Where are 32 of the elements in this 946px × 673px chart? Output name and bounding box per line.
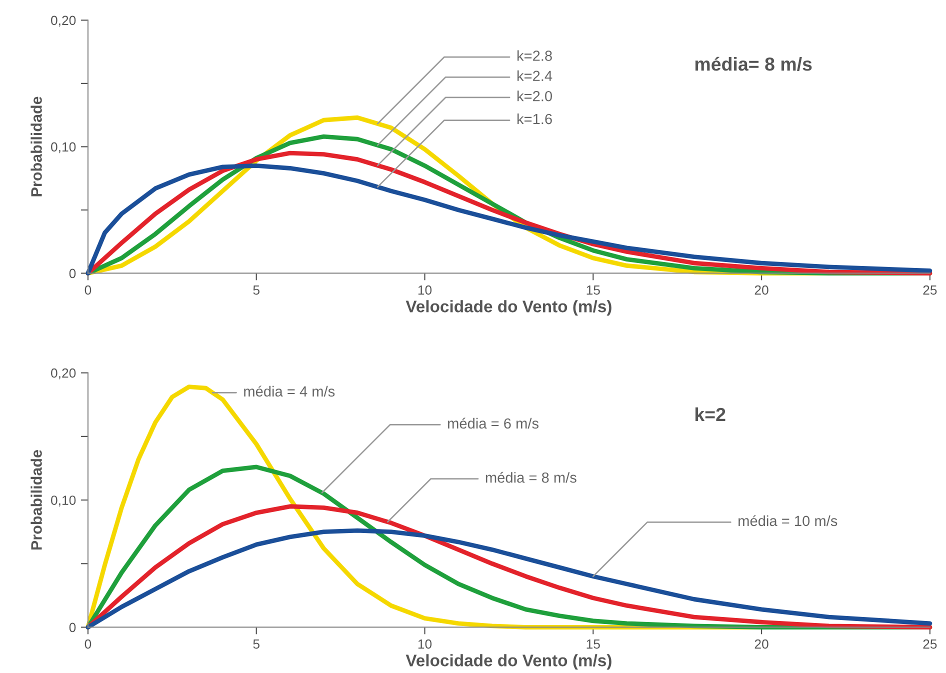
x-tick-label: 20: [754, 639, 768, 649]
y-tick-label: 0,20: [51, 16, 76, 27]
annotation: k=2: [695, 407, 726, 421]
x-tick-label: 5: [253, 640, 260, 649]
y-tick-label: 0: [69, 268, 76, 278]
x-tick-label: 10: [418, 639, 432, 649]
y-tick-label: 0: [69, 622, 76, 632]
y-tick-label: 0,10: [51, 496, 76, 507]
y-tick-label: 0,20: [51, 368, 76, 380]
x-tick-label: 15: [586, 286, 600, 295]
text: k=2.0: [517, 90, 552, 102]
annotation: média= 8 m/s: [695, 56, 812, 71]
x-tick-label: 0: [84, 639, 92, 649]
text: média = 8 m/s: [486, 472, 576, 483]
text: k=1.6: [517, 113, 552, 124]
text: média = 10 m/s: [738, 515, 838, 526]
y-axis-title: Probabilidade: [30, 450, 42, 550]
x-axis-title: Velocidade do Vento (m/s): [406, 300, 612, 316]
y-axis-title: Probabilidade: [30, 96, 42, 196]
x-tick-label: 20: [754, 285, 768, 295]
x-tick-label: 0: [84, 285, 92, 295]
text: k=2.8: [517, 50, 552, 61]
x-axis-title: Velocidade do Vento (m/s): [406, 654, 612, 670]
x-tick-label: 10: [418, 285, 432, 295]
x-tick-label: 25: [923, 639, 937, 649]
series-label: média = 4 m/s: [244, 386, 335, 397]
text: k=2.4: [517, 70, 552, 81]
x-tick-label: 15: [586, 640, 600, 649]
y-tick-label: 0,10: [51, 142, 76, 154]
x-tick-label: 5: [253, 286, 260, 295]
text: média = 6 m/s: [448, 418, 539, 429]
x-tick-label: 25: [923, 285, 937, 295]
